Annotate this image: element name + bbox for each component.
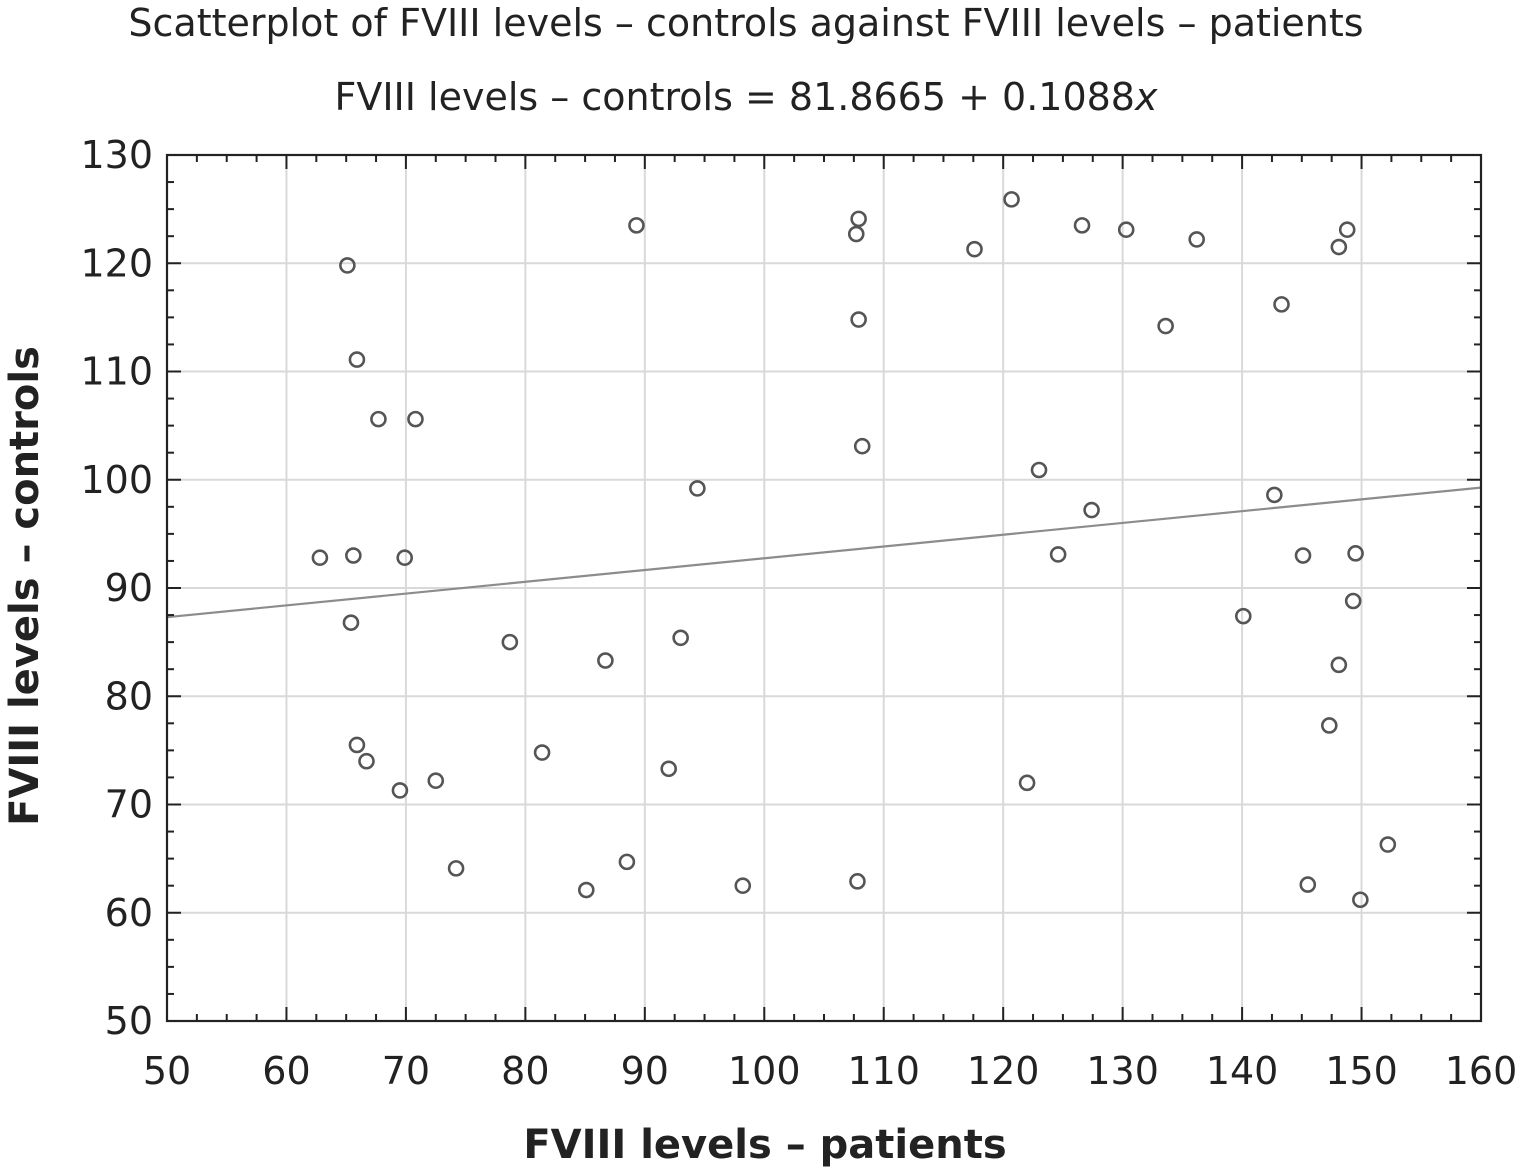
x-tick-label: 50 <box>143 1049 191 1093</box>
grid-lines <box>167 155 1481 1021</box>
data-point <box>850 311 867 328</box>
data-point <box>311 549 329 566</box>
data-point <box>1049 546 1067 563</box>
data-point <box>1188 231 1205 248</box>
data-point <box>501 633 519 651</box>
x-axis-label: FVIII levels – patients <box>523 1122 1006 1168</box>
data-point <box>618 853 636 871</box>
data-point <box>966 240 983 258</box>
data-point <box>597 652 614 669</box>
data-point <box>396 549 414 566</box>
data-point <box>1330 238 1348 256</box>
data-point <box>342 614 360 631</box>
data-point <box>1266 486 1283 504</box>
data-point <box>407 410 424 428</box>
data-point <box>1344 592 1362 610</box>
x-tick-label: 120 <box>967 1049 1040 1093</box>
data-point <box>345 547 362 564</box>
x-tick-label: 140 <box>1206 1049 1279 1093</box>
y-tick-label: 120 <box>80 241 153 285</box>
data-point <box>1030 461 1048 479</box>
y-tick-label: 130 <box>80 133 153 177</box>
data-point <box>1073 217 1091 234</box>
x-tick-label: 100 <box>728 1049 801 1093</box>
data-point <box>1338 221 1356 238</box>
data-point <box>348 736 366 754</box>
regression-equation: FVIII levels – controls = 81.8665 + 0.10… <box>335 75 1159 119</box>
data-point <box>1157 317 1174 335</box>
x-tick-label: 80 <box>501 1049 549 1093</box>
data-point <box>689 480 706 497</box>
regression-line <box>166 486 1482 619</box>
x-tick-label: 60 <box>262 1049 310 1093</box>
data-point <box>1273 296 1290 313</box>
y-tick-label: 100 <box>80 458 153 502</box>
x-tick-label: 150 <box>1325 1049 1398 1093</box>
data-point <box>577 881 595 899</box>
tick-marks <box>166 154 1482 1022</box>
x-tick-label: 160 <box>1445 1049 1518 1093</box>
x-tick-label: 110 <box>847 1049 920 1093</box>
data-point <box>1003 191 1020 208</box>
data-point <box>427 772 445 789</box>
data-point <box>533 744 551 761</box>
data-point <box>1299 876 1317 893</box>
data-point <box>1018 774 1036 792</box>
data-point <box>672 629 689 647</box>
data-point <box>628 217 645 234</box>
chart-title: Scatterplot of FVIII levels – controls a… <box>128 1 1363 45</box>
data-point <box>1330 656 1348 674</box>
data-point <box>1083 501 1100 519</box>
data-point <box>849 873 866 890</box>
data-points <box>311 191 1397 909</box>
y-tick-label: 70 <box>105 783 153 827</box>
x-tick-label: 70 <box>382 1049 430 1093</box>
data-point <box>391 782 409 799</box>
data-point <box>850 210 867 228</box>
data-point <box>1234 607 1252 625</box>
data-point <box>370 410 387 428</box>
data-point <box>1347 545 1364 562</box>
y-tick-labels: 50 60 70 80 90 100 110 120 130 <box>80 133 153 1043</box>
x-tick-labels: 50 60 70 80 90 100 110 120 130 140 150 160 <box>143 1049 1517 1093</box>
x-tick-label: 90 <box>621 1049 669 1093</box>
y-tick-label: 90 <box>105 566 153 610</box>
data-point <box>358 752 375 770</box>
data-point <box>853 437 871 455</box>
y-tick-label: 80 <box>105 674 153 718</box>
data-point <box>1352 891 1369 909</box>
data-point <box>1379 836 1397 853</box>
data-point <box>847 225 865 243</box>
data-point <box>1117 221 1135 238</box>
data-point <box>339 257 356 274</box>
y-axis-label: FVIII levels – controls <box>2 346 48 826</box>
y-tick-label: 110 <box>80 350 153 394</box>
data-point <box>734 877 752 894</box>
data-point <box>348 351 366 368</box>
data-point <box>660 760 678 778</box>
data-point <box>1320 717 1338 734</box>
data-point <box>1294 547 1312 564</box>
y-tick-label: 60 <box>105 891 153 935</box>
y-tick-label: 50 <box>105 999 153 1043</box>
data-point <box>447 860 465 877</box>
x-tick-label: 130 <box>1086 1049 1159 1093</box>
